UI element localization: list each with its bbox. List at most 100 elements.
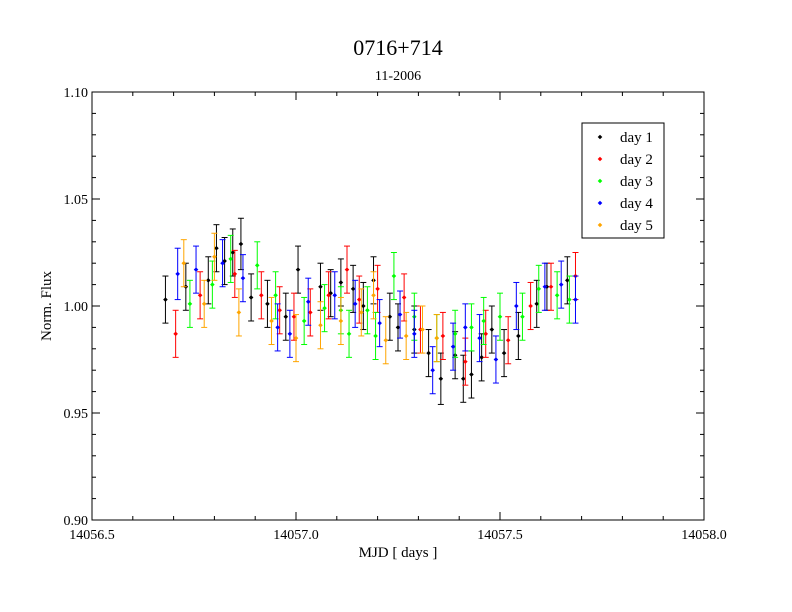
x-axis: 14056.5 14057.0 14057.5 14058.0 <box>69 92 727 543</box>
data-point <box>214 245 219 251</box>
data-point <box>301 318 307 324</box>
data-point <box>193 267 199 272</box>
data-point <box>558 282 564 287</box>
legend-label: day 5 <box>620 218 653 234</box>
y-tick-label: 0.90 <box>64 514 89 529</box>
data-point <box>514 303 519 309</box>
data-point <box>497 314 503 319</box>
data-point <box>375 286 380 292</box>
data-point <box>175 271 180 277</box>
data-point <box>361 303 366 309</box>
data-point <box>391 273 397 279</box>
data-point <box>201 301 207 307</box>
data-point <box>573 297 578 302</box>
data-point <box>452 331 458 337</box>
data-point <box>371 293 376 298</box>
data-point <box>338 280 344 285</box>
data-point <box>469 325 474 330</box>
data-point <box>434 335 440 341</box>
data-point <box>501 350 507 356</box>
data-point <box>283 314 289 319</box>
data-point <box>483 331 489 337</box>
data-point <box>275 325 280 330</box>
data-point <box>365 307 370 313</box>
data-point <box>481 318 486 324</box>
data-point <box>401 295 407 300</box>
data-point <box>326 293 331 298</box>
data-point <box>463 359 468 364</box>
data-point <box>228 256 234 262</box>
y-tick-label: 1.00 <box>64 300 89 315</box>
x-tick-label: 14057.5 <box>477 528 523 543</box>
data-point <box>350 286 356 292</box>
data-point <box>536 286 542 292</box>
data-point <box>346 331 352 337</box>
data-point <box>295 267 301 272</box>
data-point <box>534 301 540 307</box>
data-point <box>307 310 313 315</box>
data-point <box>232 271 238 277</box>
data-point <box>238 241 244 247</box>
data-point <box>520 314 525 319</box>
data-point <box>318 322 323 328</box>
x-axis-label: MJD [ days ] <box>359 545 438 561</box>
data-point <box>403 333 409 339</box>
data-point <box>373 333 378 339</box>
data-point <box>181 260 187 266</box>
series-day-2 <box>172 245 579 386</box>
legend-label: day 1 <box>620 130 653 146</box>
data-point <box>205 278 211 283</box>
data-point <box>212 254 217 260</box>
data-point <box>440 333 446 339</box>
series-day-5 <box>180 232 440 365</box>
data-point <box>516 333 521 339</box>
data-point <box>505 337 511 343</box>
data-point <box>528 303 533 309</box>
data-point <box>450 344 456 349</box>
data-point <box>567 297 572 302</box>
data-point <box>277 307 282 313</box>
data-point <box>430 367 435 373</box>
x-tick-label: 14057.0 <box>273 528 319 543</box>
data-point <box>197 293 203 298</box>
chart-title: 0716+714 <box>353 35 442 60</box>
data-point <box>397 312 403 317</box>
data-point <box>240 275 246 281</box>
legend-label: day 3 <box>620 174 653 190</box>
data-point <box>426 350 431 356</box>
data-point <box>248 295 254 300</box>
data-point <box>273 293 278 298</box>
legend: day 1 day 2 day 3 day 4 day 5 <box>581 122 665 239</box>
data-point <box>259 293 264 298</box>
y-tick-label: 1.10 <box>64 86 89 101</box>
legend-marker <box>597 156 603 162</box>
data-point <box>377 320 382 326</box>
data-point <box>269 318 274 324</box>
legend-label: day 2 <box>620 152 653 168</box>
data-point <box>293 335 299 341</box>
data-point <box>395 325 401 330</box>
data-point <box>236 310 242 315</box>
y-tick-label: 1.05 <box>64 193 89 208</box>
data-point <box>210 282 215 287</box>
data-point <box>291 314 297 319</box>
data-point <box>493 357 499 362</box>
data-point <box>479 355 484 360</box>
data-point <box>542 284 548 290</box>
series-day-4 <box>174 239 579 395</box>
y-axis: 0.90 0.95 1.00 1.05 1.10 <box>64 86 704 529</box>
data-point <box>220 260 225 266</box>
data-point <box>163 297 168 302</box>
data-point <box>254 263 260 268</box>
legend-marker <box>597 178 603 184</box>
series-day-3 <box>186 234 573 363</box>
y-tick-label: 0.95 <box>64 407 89 422</box>
data-point <box>230 250 236 255</box>
data-point <box>412 331 417 337</box>
data-point <box>352 301 358 307</box>
data-point <box>318 284 323 290</box>
data-point <box>287 331 293 337</box>
legend-box <box>581 122 665 239</box>
data-point <box>489 327 495 332</box>
data-series <box>162 217 579 405</box>
